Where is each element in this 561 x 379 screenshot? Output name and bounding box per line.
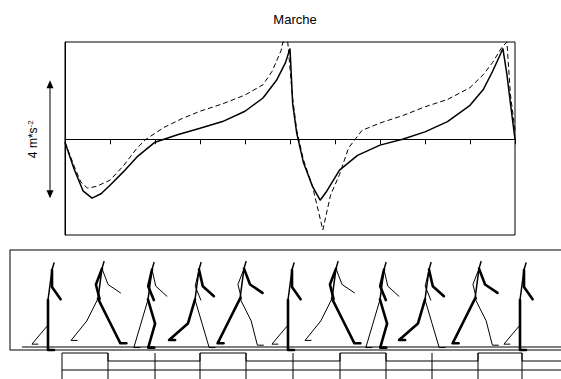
svg-text:-2: -2 (26, 120, 35, 128)
svg-text:Marche: Marche (273, 12, 316, 27)
svg-text:4 m*s: 4 m*s (26, 127, 40, 158)
